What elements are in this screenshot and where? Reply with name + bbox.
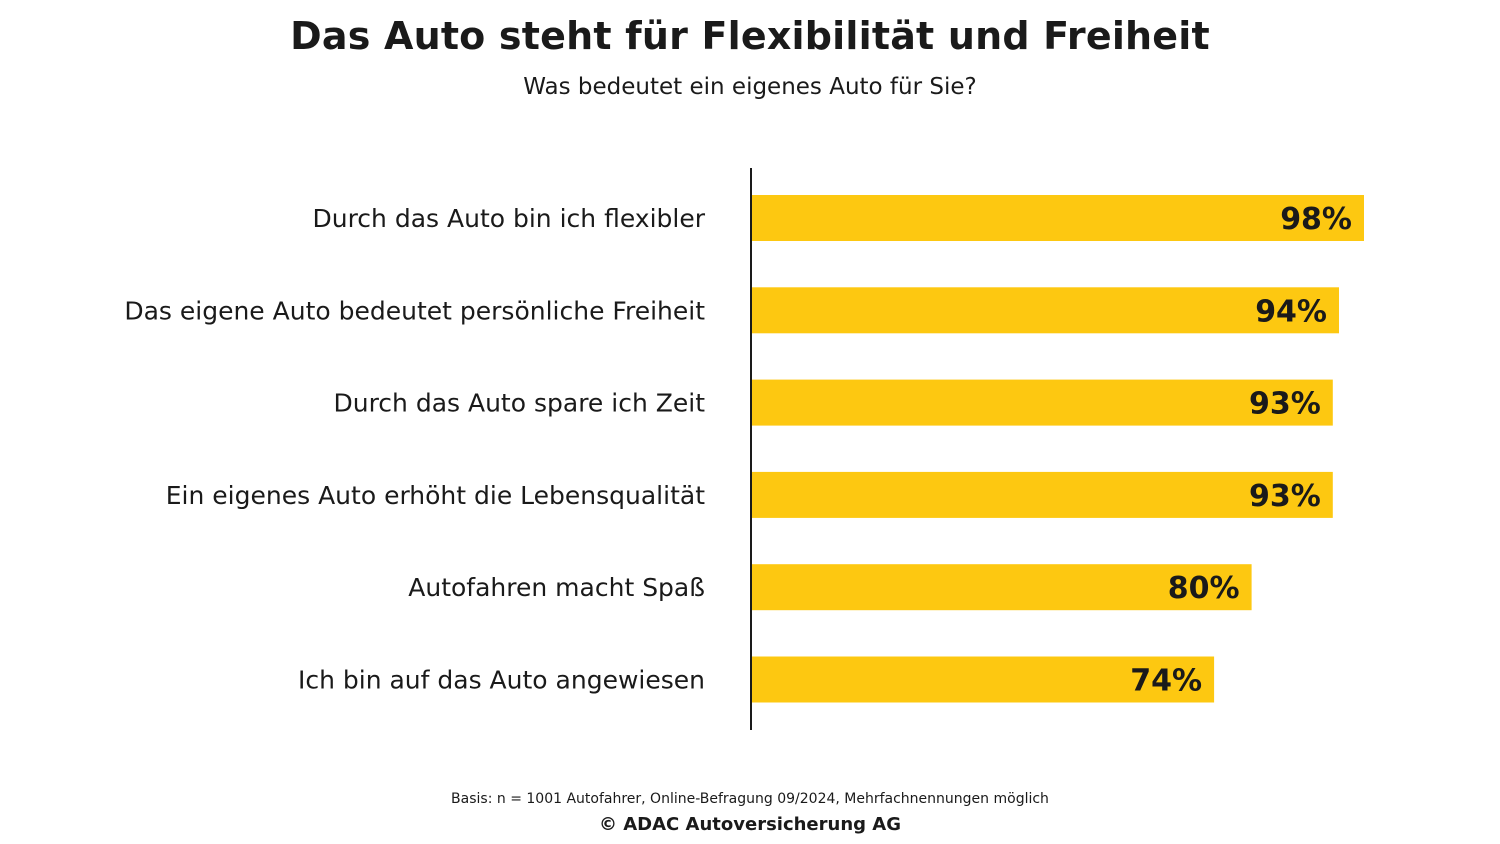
bar-row: Das eigene Auto bedeutet persönliche Fre… (124, 287, 1339, 334)
category-label: Durch das Auto spare ich Zeit (333, 389, 705, 418)
footnote-basis: Basis: n = 1001 Autofahrer, Online-Befra… (451, 791, 1049, 807)
bar (752, 195, 1364, 241)
bar-row: Ein eigenes Auto erhöht die Lebensqualit… (166, 471, 1333, 518)
bar-row: Durch das Auto spare ich Zeit 93% (333, 379, 1333, 426)
category-label: Das eigene Auto bedeutet persönliche Fre… (124, 296, 705, 325)
bar (752, 656, 1215, 703)
bar-row: Ich bin auf das Auto angewiesen 74% (298, 656, 1215, 703)
bar (752, 564, 1252, 611)
bar-row: Autofahren macht Spaß 80% (408, 564, 1252, 611)
value-label: 94% (1255, 294, 1327, 329)
value-label: 93% (1249, 387, 1321, 422)
category-label: Autofahren macht Spaß (408, 573, 705, 602)
category-label: Ich bin auf das Auto angewiesen (298, 666, 705, 695)
bar (752, 471, 1333, 518)
category-label: Ein eigenes Auto erhöht die Lebensqualit… (166, 481, 705, 510)
bars-layer: Durch das Auto bin ich flexibler 98% Das e… (124, 195, 1364, 703)
chart-title: Das Auto steht für Flexibilität und Frei… (290, 14, 1210, 58)
copyright-notice: © ADAC Autoversicherung AG (598, 814, 902, 835)
value-label: 80% (1168, 571, 1240, 606)
category-label: Durch das Auto bin ich flexibler (312, 204, 705, 233)
bar (752, 379, 1333, 426)
bar (752, 287, 1339, 334)
bar-row: Durch das Auto bin ich flexibler 98% (312, 195, 1364, 241)
value-label: 93% (1249, 479, 1321, 514)
value-label: 74% (1130, 664, 1202, 699)
chart-subtitle: Was bedeutet ein eigenes Auto für Sie? (523, 74, 977, 100)
value-label: 98% (1280, 202, 1352, 237)
